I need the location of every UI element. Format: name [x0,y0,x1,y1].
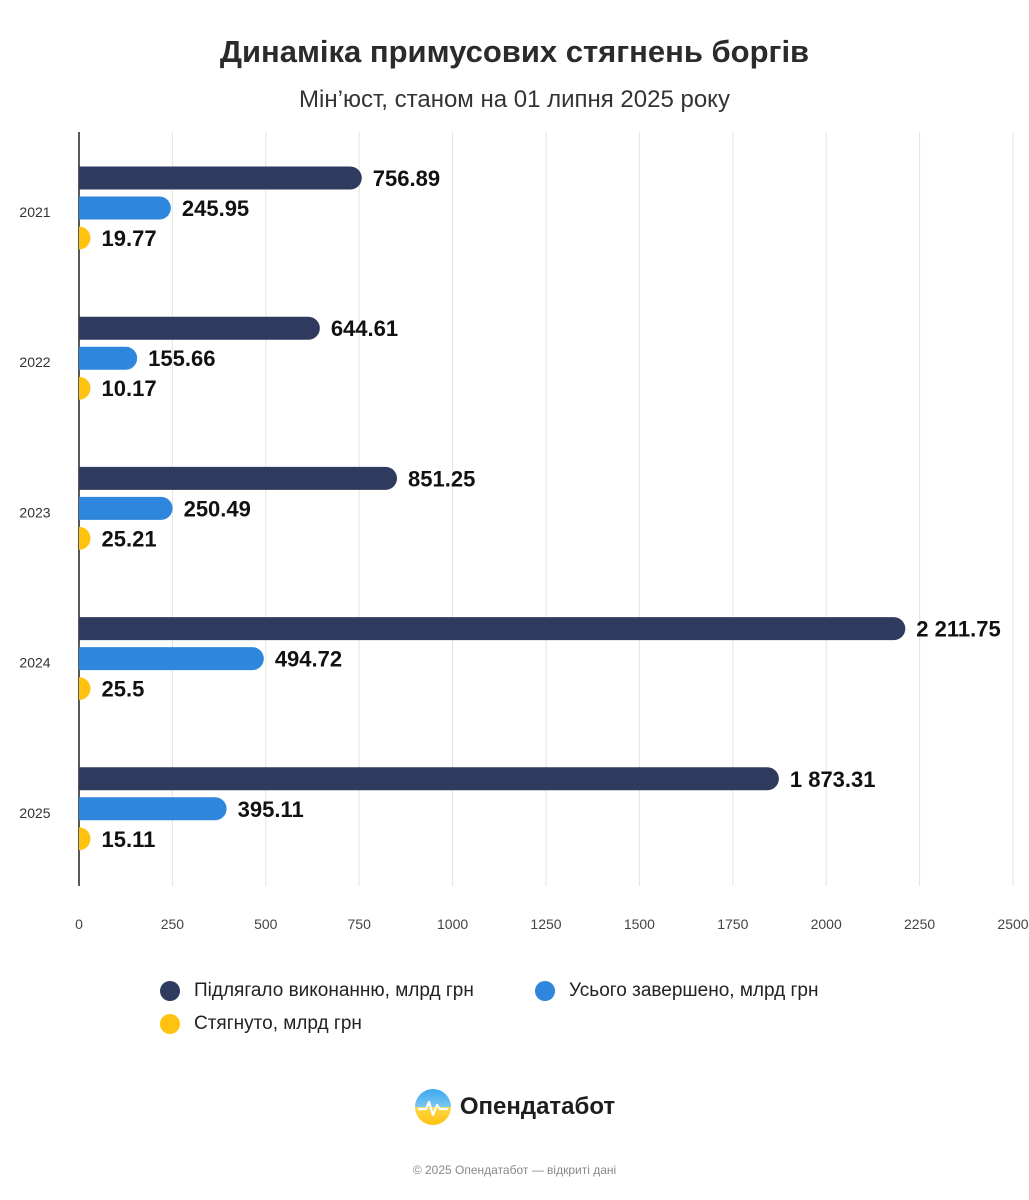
bar-due [79,316,320,340]
bar-completed [79,647,264,671]
legend-item-due: Підлягало виконанню, млрд грн [160,980,474,1002]
data-label: 245.95 [182,196,249,221]
data-label: 395.11 [238,797,304,822]
y-category-label: 2023 [19,504,50,520]
bar-completed [79,797,227,821]
bar-completed [79,196,171,220]
legend-swatch-due [160,981,180,1001]
data-label: 851.25 [408,466,475,491]
bar-due [79,466,398,490]
y-category-label: 2025 [19,805,50,821]
x-tick-label: 2500 [997,916,1028,932]
bar-completed [79,496,173,520]
bar-collected [79,827,91,851]
bar-due [79,166,362,190]
x-tick-label: 1750 [717,916,748,932]
x-tick-label: 2000 [811,916,842,932]
legend-swatch-completed [535,981,555,1001]
brand-name: Опендатабот [459,1093,616,1120]
brand: Опендатабот [0,1088,1029,1126]
bar-collected [79,677,91,701]
data-label: 155.66 [148,346,215,371]
bar-due [79,767,779,791]
data-label: 25.5 [102,677,145,702]
data-label: 494.72 [275,647,342,672]
chart-subtitle: Мін’юст, станом на 01 липня 2025 року [299,86,730,113]
y-category-label: 2021 [19,204,50,220]
data-label: 756.89 [373,166,440,191]
bar-collected [79,226,91,250]
y-category-label: 2024 [19,655,50,671]
x-tick-label: 2250 [904,916,935,932]
data-label: 10.17 [102,376,157,401]
bar-collected [79,526,91,550]
legend-label-due: Підлягало виконанню, млрд грн [194,980,474,1001]
x-tick-label: 1000 [437,916,468,932]
data-label: 644.61 [331,316,398,341]
legend-swatch-collected [160,1014,180,1034]
legend-label-collected: Стягнуто, млрд грн [194,1013,362,1034]
opendatabot-logo-icon [414,1089,451,1125]
x-tick-label: 250 [161,916,185,932]
bar-completed [79,346,138,370]
footer-text: © 2025 Опендатабот — відкриті дані [412,1163,617,1177]
bar-collected [79,376,91,400]
data-label: 19.77 [102,226,157,251]
data-label: 15.11 [102,827,156,852]
x-tick-label: 500 [254,916,278,932]
legend-item-collected: Стягнуто, млрд грн [160,1013,362,1035]
chart-title: Динаміка примусових стягнень боргів [219,34,810,69]
bar-chart: 0 250 500 750 1000 1250 1500 1750 2000 2250 2500 20… [19,132,1029,932]
x-tick-label: 1500 [624,916,655,932]
data-label: 250.49 [184,496,251,521]
legend-item-completed: Усього завершено, млрд грн [535,980,818,1002]
data-label: 1 873.31 [790,767,876,792]
bar-due [79,617,906,641]
x-tick-label: 0 [75,916,83,932]
x-tick-label: 750 [348,916,372,932]
x-tick-label: 1250 [530,916,561,932]
data-label: 2 211.75 [916,617,1000,642]
legend-label-completed: Усього завершено, млрд грн [569,980,819,1001]
data-label: 25.21 [102,526,157,551]
y-category-label: 2022 [19,354,50,370]
